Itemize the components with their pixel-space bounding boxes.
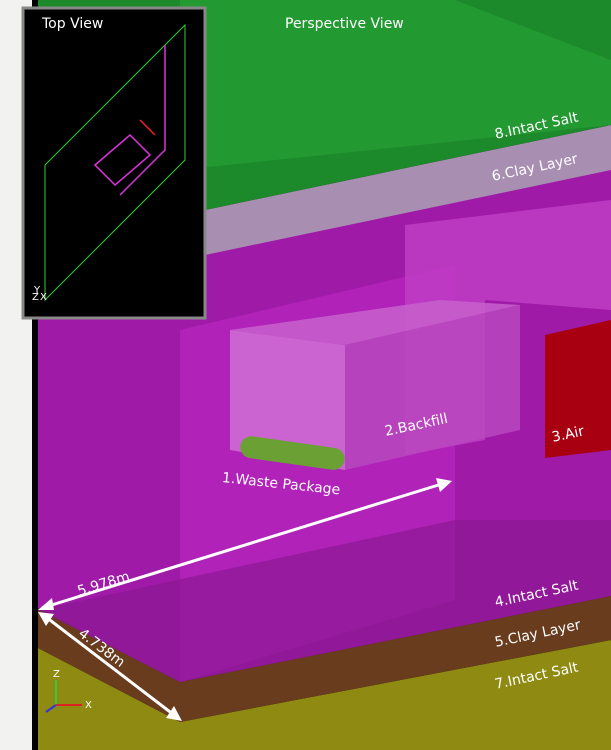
arrowhead bbox=[436, 478, 452, 492]
backfill-side bbox=[345, 305, 520, 470]
top-view-inset bbox=[21, 6, 207, 320]
layer-7 bbox=[38, 640, 611, 750]
top-view-outline bbox=[44, 23, 186, 302]
backfill-top bbox=[230, 300, 520, 345]
top-view-backfill bbox=[93, 133, 152, 187]
top-view-title: Top View bbox=[41, 16, 103, 32]
top-view-drift bbox=[119, 45, 166, 196]
top-view-air bbox=[139, 119, 156, 136]
axis-y bbox=[45, 704, 57, 713]
arrowhead bbox=[38, 612, 54, 626]
floor bbox=[38, 520, 611, 682]
axis-label: X bbox=[40, 292, 47, 303]
dimension-arrow bbox=[41, 612, 179, 720]
waste-package bbox=[240, 436, 345, 470]
component-label: 3.Air bbox=[550, 423, 585, 445]
axis-label: X bbox=[85, 700, 92, 711]
layer-5 bbox=[38, 596, 611, 722]
arrowhead bbox=[166, 706, 182, 721]
layer-8-top bbox=[180, 0, 611, 170]
axis-label: Z bbox=[53, 669, 60, 680]
axis-label: Y bbox=[33, 285, 41, 296]
axis-label: Z bbox=[32, 292, 39, 303]
perspective-title: Perspective View bbox=[285, 16, 404, 32]
arrowhead bbox=[38, 598, 54, 610]
dimension-arrow bbox=[41, 480, 449, 610]
backfill-front bbox=[230, 330, 345, 470]
air bbox=[545, 320, 611, 458]
